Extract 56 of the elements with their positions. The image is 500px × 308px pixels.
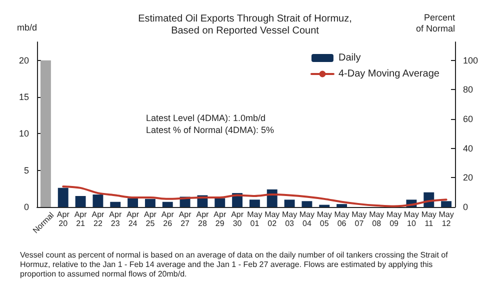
x-tick-label: Apr 28 — [196, 210, 210, 228]
x-tick-label: Apr 20 — [56, 210, 70, 228]
bar — [58, 188, 68, 207]
x-tick-label: May 02 — [264, 210, 280, 228]
bar — [110, 202, 121, 207]
x-tick-label: May 07 — [352, 210, 367, 228]
x-tick-label: Apr 22 — [92, 210, 105, 228]
x-tick-label: Apr 26 — [161, 210, 174, 228]
bar — [214, 198, 226, 207]
text: Vessel count as percent of normal is based on an average of data on the daily number of oil tankers crossing the Strait of Hormuz, relative to the Jan 1 - Feb 14 average and the Jan 1 - Feb 27 average. Flows are estimated by applying this proportion to assumed normal flows of 20mb/d. — [20, 250, 450, 278]
y2-tick-label: 40 — [463, 143, 474, 154]
x-tick-label: Apr 23 — [109, 210, 122, 228]
x-tick-label: Apr 29 — [214, 210, 226, 228]
bar — [162, 202, 173, 207]
x-tick-label: Apr 21 — [74, 210, 88, 228]
y-tick-label: 5 — [24, 165, 29, 176]
bar — [336, 204, 348, 207]
y2-tick-label: 60 — [463, 114, 474, 124]
x-tick-label: Apr 30 — [231, 210, 244, 228]
bar — [128, 198, 138, 207]
x-tick-label: May 11 — [421, 210, 436, 228]
bar — [302, 201, 312, 207]
bar — [249, 200, 260, 207]
bar — [284, 200, 295, 207]
x-tick-label: Apr 27 — [178, 210, 192, 228]
x-tick-label: May 08 — [369, 210, 384, 228]
y-tick-label: 0 — [24, 202, 29, 212]
chart-title: Estimated Oil Exports Through Strait of Hormuz, Based on Reported Vessel Count — [138, 14, 352, 36]
annotation: Latest Level (4DMA): 1.0mb/d Latest % of Normal (4DMA): 5% — [146, 113, 274, 135]
x-tick-label: May 05 — [316, 210, 332, 228]
legend-label: Daily — [338, 52, 361, 64]
x-tick-label: May 09 — [386, 210, 402, 228]
y2-tick-label: 80 — [463, 84, 474, 95]
y2-tick-label: 100 — [463, 55, 478, 66]
x-tick-label: Apr 25 — [144, 210, 157, 228]
bar — [40, 60, 51, 207]
x-tick-label: May 06 — [334, 210, 350, 228]
y2-tick-label: 0 — [463, 202, 468, 212]
x-tick-label: May 04 — [299, 210, 315, 228]
y-axis-title: mb/d — [16, 22, 37, 32]
x-tick-label: May 01 — [247, 210, 262, 228]
x-tick-label: Apr 24 — [126, 210, 140, 228]
y-tick-label: 10 — [18, 128, 29, 139]
x-tick-label: May 03 — [282, 210, 298, 228]
y-tick-label: 20 — [18, 55, 29, 66]
bar — [92, 194, 104, 207]
bar — [75, 196, 86, 207]
bar — [441, 201, 452, 207]
x-tick-label: May 10 — [404, 210, 420, 228]
line-series — [62, 185, 448, 208]
y-tick-label: 15 — [18, 92, 29, 102]
x-tick-label: May 12 — [438, 210, 454, 228]
legend-label: 4-Day Moving Average — [338, 68, 440, 80]
y2-tick-label: 20 — [463, 172, 474, 183]
bar — [144, 198, 156, 207]
y2-axis-title: Percent of Normal — [416, 12, 456, 34]
